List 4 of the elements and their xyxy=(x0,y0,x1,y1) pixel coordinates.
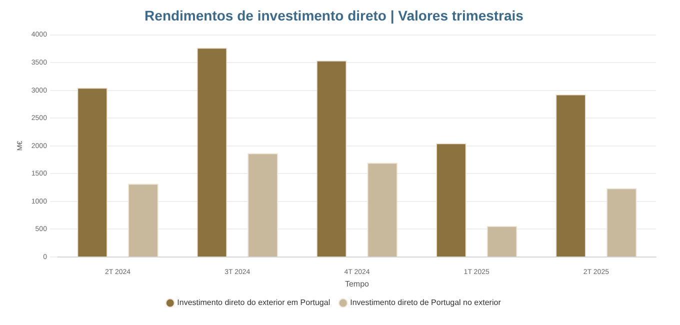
chart-title: Rendimentos de investimento direto | Valores trimestrais xyxy=(144,7,524,24)
x-axis-title: Tempo xyxy=(344,279,370,288)
legend-label: Investimento direto de Portugal no exterior xyxy=(350,298,502,308)
legend-label: Investimento direto do exterior em Portugal xyxy=(177,298,330,308)
